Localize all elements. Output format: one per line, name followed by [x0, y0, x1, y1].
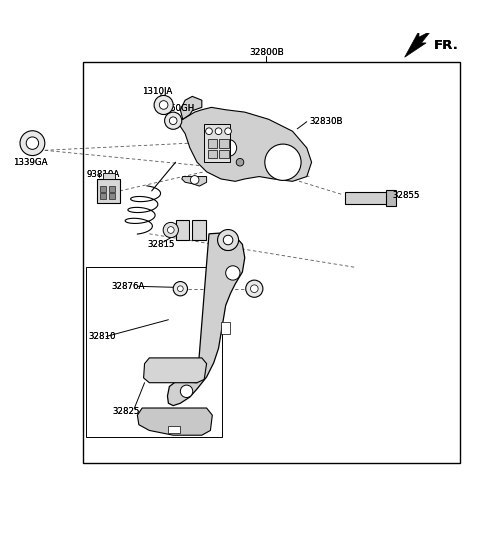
- Text: 1339GA: 1339GA: [13, 158, 48, 167]
- Circle shape: [215, 128, 222, 134]
- Bar: [219, 150, 228, 158]
- Circle shape: [154, 95, 173, 115]
- Bar: [103, 173, 115, 179]
- Text: 32825: 32825: [112, 407, 140, 416]
- Bar: [345, 192, 388, 204]
- Circle shape: [169, 117, 177, 125]
- Bar: [192, 220, 205, 239]
- Bar: [207, 150, 217, 158]
- Bar: [100, 186, 107, 192]
- Circle shape: [205, 128, 212, 134]
- Circle shape: [225, 128, 231, 134]
- Text: 32800B: 32800B: [249, 48, 284, 57]
- Text: 1310JA: 1310JA: [142, 87, 172, 96]
- Text: 32815: 32815: [147, 240, 174, 249]
- Circle shape: [20, 131, 45, 156]
- Bar: [221, 322, 229, 334]
- Text: 1339GA: 1339GA: [13, 158, 48, 167]
- Circle shape: [217, 230, 239, 251]
- Circle shape: [223, 235, 233, 245]
- Text: 32876A: 32876A: [111, 282, 144, 291]
- Polygon shape: [137, 408, 212, 435]
- Circle shape: [236, 158, 244, 166]
- Text: 93810A: 93810A: [86, 170, 120, 178]
- Text: 32830B: 32830B: [309, 117, 343, 126]
- Bar: [204, 124, 230, 162]
- Text: 32810: 32810: [89, 332, 116, 341]
- Bar: [219, 139, 228, 148]
- Circle shape: [246, 280, 263, 297]
- Bar: [176, 220, 189, 239]
- Text: 1310JA: 1310JA: [142, 87, 172, 96]
- Bar: [207, 139, 217, 148]
- Polygon shape: [178, 107, 312, 181]
- Text: FR.: FR.: [433, 39, 458, 52]
- Circle shape: [219, 139, 237, 157]
- Text: 32800B: 32800B: [249, 48, 284, 57]
- Text: 93810A: 93810A: [86, 170, 120, 178]
- Circle shape: [178, 286, 183, 292]
- Circle shape: [265, 144, 301, 181]
- Bar: [83, 62, 459, 463]
- Circle shape: [251, 285, 258, 293]
- Polygon shape: [168, 233, 245, 406]
- Bar: [97, 179, 120, 203]
- Circle shape: [165, 112, 182, 129]
- Text: 1360GH: 1360GH: [159, 104, 194, 113]
- Circle shape: [163, 222, 179, 238]
- Bar: [86, 267, 222, 437]
- Text: 32855: 32855: [393, 191, 420, 200]
- Bar: [100, 193, 107, 200]
- Circle shape: [26, 137, 38, 150]
- Polygon shape: [405, 31, 431, 57]
- Text: 32825: 32825: [112, 407, 140, 416]
- Circle shape: [191, 176, 199, 184]
- Text: 32876A: 32876A: [111, 282, 144, 291]
- Circle shape: [226, 266, 240, 280]
- Bar: [168, 425, 180, 434]
- Polygon shape: [182, 177, 206, 186]
- Text: 32830B: 32830B: [309, 117, 343, 126]
- Text: 32855: 32855: [393, 191, 420, 200]
- Polygon shape: [180, 96, 202, 119]
- Text: 32810: 32810: [89, 332, 116, 341]
- Circle shape: [159, 101, 168, 109]
- Bar: [109, 186, 115, 192]
- Polygon shape: [144, 358, 206, 383]
- Bar: [385, 190, 396, 206]
- Bar: [109, 193, 115, 200]
- Text: 1360GH: 1360GH: [159, 104, 194, 113]
- Text: FR.: FR.: [433, 39, 458, 52]
- Circle shape: [218, 231, 238, 251]
- Circle shape: [180, 385, 193, 398]
- Circle shape: [173, 282, 188, 296]
- Circle shape: [168, 227, 174, 233]
- Text: 32815: 32815: [147, 240, 174, 249]
